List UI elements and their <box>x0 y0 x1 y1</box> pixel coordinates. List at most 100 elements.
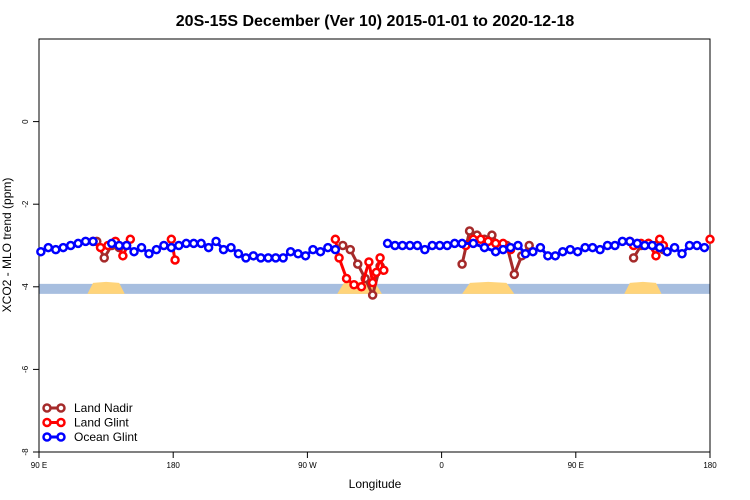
y-tick-label: -6 <box>21 365 30 373</box>
data-point <box>129 246 139 257</box>
data-point <box>352 259 363 269</box>
data-point <box>475 234 486 245</box>
data-point <box>58 242 68 253</box>
data-point <box>203 242 214 253</box>
data-point <box>434 240 445 251</box>
data-point <box>270 253 281 263</box>
data-point <box>248 251 259 261</box>
series-layer <box>36 226 715 300</box>
data-point <box>375 253 385 263</box>
data-point <box>121 240 132 251</box>
data-point <box>505 242 516 253</box>
data-point <box>558 246 568 257</box>
data-point <box>543 251 553 261</box>
data-point <box>662 246 672 257</box>
legend-item: Land Glint <box>42 416 129 430</box>
data-point <box>211 236 221 247</box>
data-point <box>218 244 229 255</box>
legend-label: Land Nadir <box>74 401 133 415</box>
data-point <box>479 242 490 253</box>
data-point <box>106 238 117 249</box>
data-point <box>528 246 538 257</box>
data-point <box>565 244 575 255</box>
data-point <box>341 273 352 284</box>
legend-marker <box>56 432 66 442</box>
data-point <box>88 236 98 247</box>
data-point <box>95 242 106 253</box>
data-point <box>174 240 184 251</box>
data-point <box>285 246 296 257</box>
legend-item: Land Nadir <box>42 401 133 415</box>
data-point <box>36 246 46 257</box>
legend-marker <box>56 417 66 428</box>
data-point <box>705 234 715 245</box>
y-axis: 0 -2 -4 -6 -8 <box>21 119 39 456</box>
data-point <box>397 240 408 251</box>
data-point <box>80 236 91 247</box>
data-point <box>181 238 191 249</box>
land-mask-3 <box>462 281 515 294</box>
data-point <box>640 240 650 251</box>
land-mask-4 <box>624 281 662 294</box>
data-point <box>315 246 326 257</box>
data-point <box>390 240 400 251</box>
x-tick-label: 90 E <box>31 461 47 470</box>
data-point <box>468 238 479 249</box>
data-point <box>490 246 501 257</box>
data-point <box>535 242 546 253</box>
data-point <box>233 249 244 259</box>
legend-label: Land Glint <box>74 416 129 430</box>
data-point <box>628 253 639 263</box>
data-point <box>349 279 359 290</box>
data-point <box>323 242 333 253</box>
data-point <box>651 251 661 261</box>
data-point <box>356 282 367 292</box>
data-point <box>647 240 657 251</box>
data-point <box>364 257 374 267</box>
x-tick-label: 90 E <box>568 461 584 470</box>
x-axis: 90 E 180 90 W 0 90 E 180 <box>31 452 717 470</box>
series-3 <box>36 236 710 263</box>
data-point <box>625 236 635 247</box>
data-point <box>151 244 162 255</box>
data-point <box>330 234 341 245</box>
data-point <box>166 242 177 253</box>
x-axis-label: Longitude <box>349 477 402 491</box>
chart-title: 20S-15S December (Ver 10) 2015-01-01 to … <box>176 13 575 30</box>
data-point <box>188 238 199 249</box>
data-point <box>457 259 467 269</box>
data-point <box>293 249 303 259</box>
land-mask-1 <box>87 281 125 294</box>
data-point <box>509 269 520 280</box>
data-point <box>449 238 460 249</box>
data-point <box>617 236 628 247</box>
x-tick-label: 180 <box>703 461 717 470</box>
data-point <box>136 242 147 253</box>
data-point <box>677 249 687 259</box>
data-point <box>114 240 124 251</box>
data-point <box>159 240 169 251</box>
data-point <box>464 226 475 236</box>
y-tick-label: -4 <box>21 283 30 291</box>
data-point <box>684 240 695 251</box>
data-point <box>587 242 598 253</box>
data-point <box>379 265 389 276</box>
data-point <box>308 244 318 255</box>
data-point <box>278 253 288 263</box>
legend-marker <box>42 432 52 442</box>
data-point <box>520 249 531 259</box>
x-tick-label: 90 W <box>298 461 317 470</box>
data-point <box>405 240 415 251</box>
data-point <box>73 238 83 249</box>
data-point <box>632 238 643 249</box>
data-point <box>65 240 76 251</box>
y-tick-label: -2 <box>21 200 30 208</box>
data-point <box>692 240 702 251</box>
legend-marker <box>42 403 52 413</box>
data-point <box>580 242 590 253</box>
data-point <box>241 253 251 263</box>
legend-marker <box>42 417 52 428</box>
y-tick-label: 0 <box>21 119 30 124</box>
